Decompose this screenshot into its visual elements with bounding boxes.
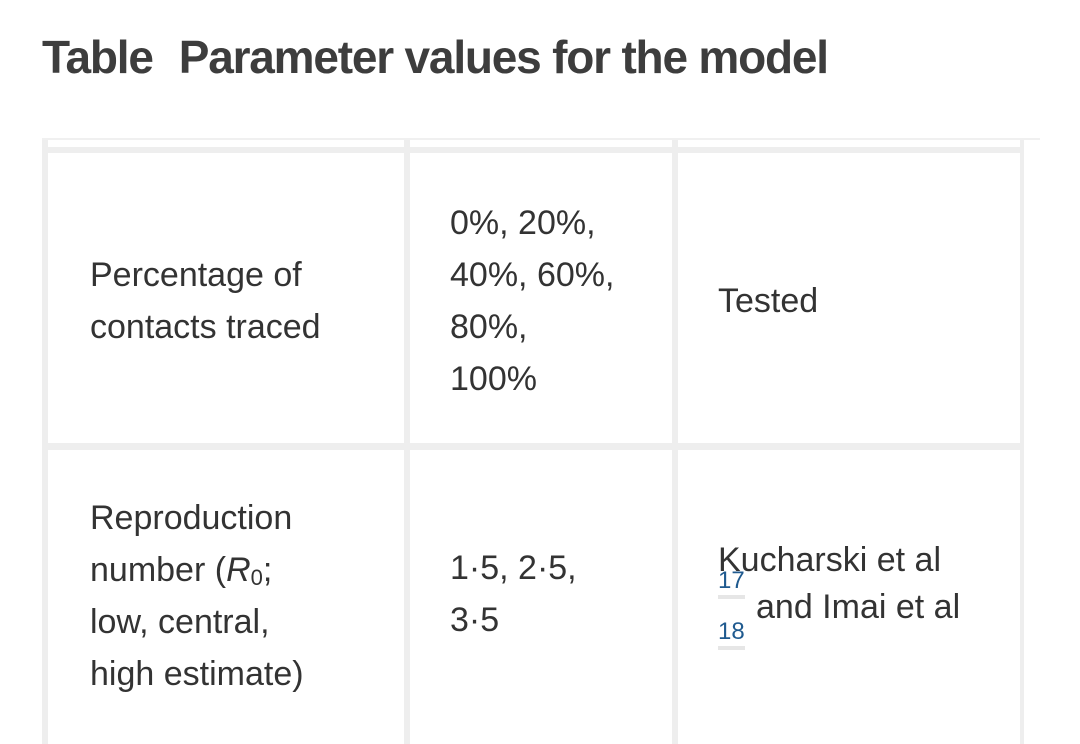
parameter-text-line: low, central, (90, 603, 270, 641)
value-text-line: 40%, 60%, (450, 256, 615, 294)
source-ref-line: 17 (718, 568, 1020, 599)
table-row-partial-cell (410, 140, 672, 147)
parameter-text-line: high estimate) (90, 655, 304, 693)
r0-symbol-subscript: 0 (250, 565, 263, 590)
source-ref-line: 18 (718, 619, 1020, 650)
parameter-text-fragment: number ( (90, 551, 227, 589)
table-cell-values: 0%, 20%, 40%, 60%, 80%, 100% (410, 153, 672, 443)
value-text-line: 1·5, 2·5, (450, 549, 577, 587)
table-cell-source: Tested (678, 153, 1020, 443)
source-ref-line: and Imai et al (718, 587, 1020, 627)
table-title: Table Parameter values for the model (42, 30, 829, 84)
parameter-table: Percentage of contacts traced 0%, 20%, 4… (42, 140, 1024, 744)
value-text-line: 80%, (450, 308, 528, 346)
source-text-line: Kucharski et al (718, 541, 941, 579)
r0-symbol-letter: R (226, 551, 251, 589)
table-cell-values: 1·5, 2·5, 3·5 (410, 450, 672, 744)
table-cell-source: Kucharski et al 17 and Imai et al 18 (678, 450, 1020, 744)
value-text-line: 100% (450, 360, 537, 398)
parameter-text-fragment: ; (262, 551, 273, 589)
table-caption: Parameter values for the model (178, 31, 829, 83)
r0-symbol: R0 (226, 551, 263, 589)
parameter-text-line: contacts traced (90, 308, 321, 346)
reference-link-18[interactable]: 18 (718, 619, 745, 650)
table-row-partial-cell (48, 140, 404, 147)
source-text-line: and Imai et al (756, 588, 961, 626)
table-top-border (42, 138, 1040, 140)
parameter-text-line: Percentage of (90, 256, 302, 294)
table-row-partial-cell (678, 140, 1020, 147)
source-text: Tested (718, 282, 819, 320)
reference-link-17[interactable]: 17 (718, 568, 745, 599)
value-text-line: 3·5 (450, 601, 500, 639)
parameter-text-line: number (R0; (90, 544, 404, 596)
table-cell-parameter: Percentage of contacts traced (48, 153, 404, 443)
parameter-text-line: Reproduction (90, 499, 293, 537)
table-cell-parameter: Reproduction number (R0; low, central, h… (48, 450, 404, 744)
value-text-line: 0%, 20%, (450, 204, 596, 242)
table-label: Table (42, 31, 154, 83)
